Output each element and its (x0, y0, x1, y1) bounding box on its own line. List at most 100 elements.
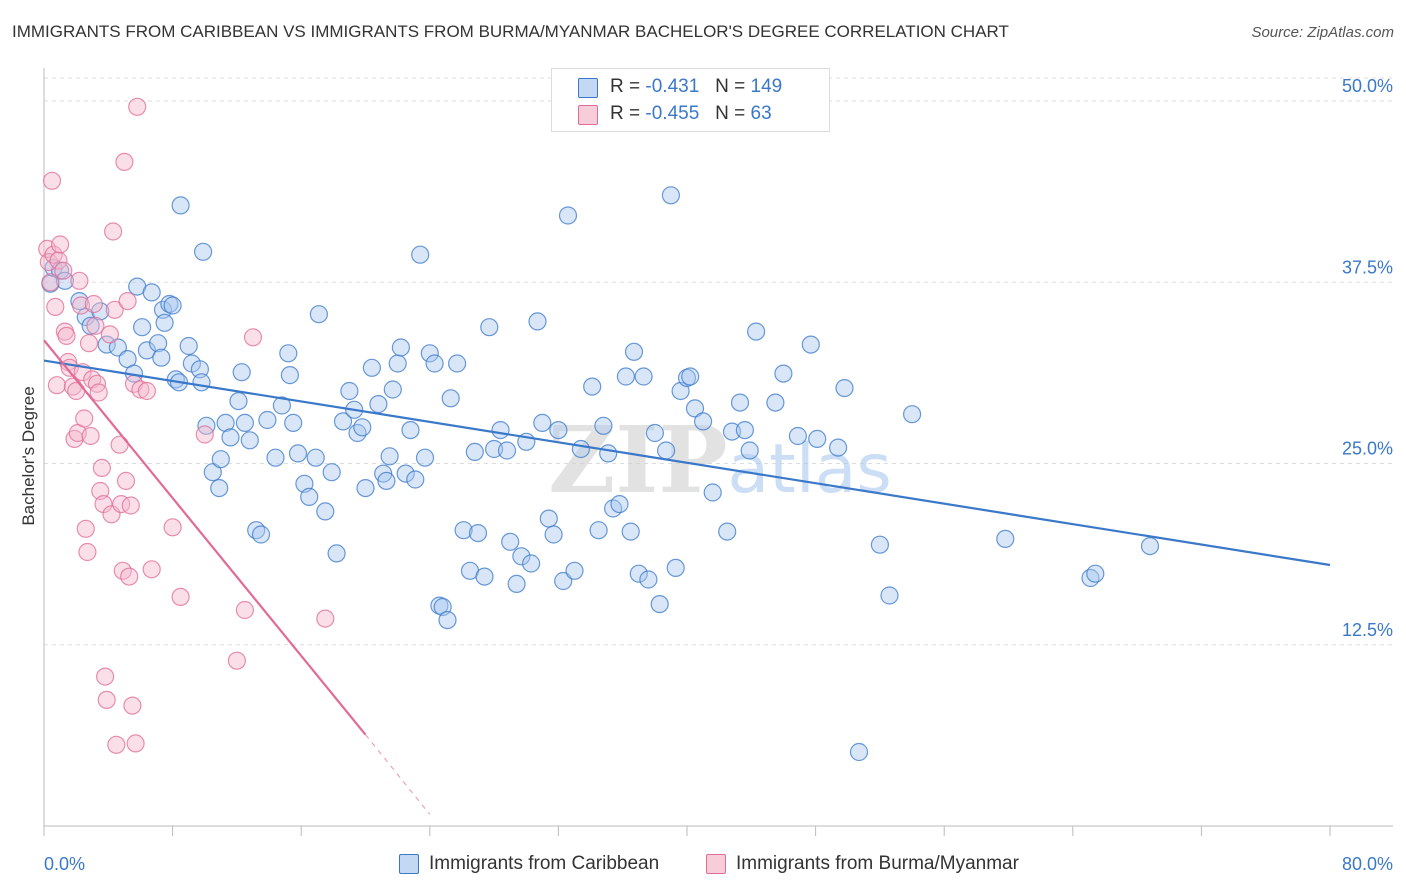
y-tick-label: 25.0% (1342, 439, 1393, 459)
x-tick-label-max: 80.0% (1342, 854, 1393, 874)
caribbean-point (356, 479, 375, 498)
burma-trend-line (43, 339, 367, 736)
caribbean-point (396, 464, 415, 483)
burma-point (41, 273, 60, 292)
burma-point (142, 560, 161, 579)
caribbean-point (465, 442, 484, 461)
burma-point (57, 326, 76, 345)
caribbean-point (97, 335, 116, 354)
caribbean-point (279, 344, 298, 363)
burma-point (70, 271, 89, 290)
legend-n-label: N = (715, 103, 746, 124)
caribbean-point (362, 358, 381, 377)
caribbean-point (583, 377, 602, 396)
caribbean-point (411, 245, 430, 264)
caribbean-point (671, 381, 690, 401)
burma-point (107, 735, 126, 754)
burma-point (42, 171, 62, 190)
caribbean-point (327, 544, 346, 563)
caribbean-point (808, 429, 827, 448)
burma-point (118, 292, 137, 311)
caribbean-point (497, 441, 517, 460)
burma-point (44, 245, 63, 264)
burma-point (137, 381, 156, 401)
burma-point (75, 409, 94, 428)
chart-title: IMMIGRANTS FROM CARIBBEAN VS IMMIGRANTS … (12, 22, 1009, 41)
caribbean-point (1140, 536, 1160, 556)
legend-n-value: 63 (750, 103, 772, 124)
caribbean-point (718, 522, 737, 541)
burma-point (171, 587, 190, 607)
caribbean-point (544, 525, 563, 544)
caribbean-point (703, 483, 722, 502)
caribbean-point (491, 421, 510, 440)
caribbean-point (415, 448, 435, 467)
burma-point (81, 426, 100, 446)
burma-point (131, 380, 150, 399)
legend-text-burma: R = -0.455 N = 63 (610, 103, 772, 125)
caribbean-point (475, 567, 494, 586)
burma-point (47, 376, 67, 395)
caribbean-point (788, 426, 808, 446)
y-tick-label: 37.5% (1342, 257, 1393, 277)
grid-layer (44, 77, 1394, 646)
trend-layer (43, 339, 1331, 815)
caribbean-point (152, 348, 171, 367)
caribbean-point (594, 416, 613, 435)
legend-n-value: 149 (750, 76, 783, 97)
caribbean-point (774, 364, 793, 383)
caribbean-point (610, 495, 629, 514)
caribbean-point (629, 564, 648, 583)
burma-point (121, 496, 140, 515)
caribbean-point (91, 302, 110, 321)
caribbean-point (179, 336, 198, 356)
caribbean-point (681, 367, 700, 386)
burma-point (79, 334, 99, 353)
burma-point (195, 425, 214, 444)
burma-point (46, 297, 65, 316)
bottom-legend-swatch-caribbean (399, 854, 419, 874)
caribbean-point (155, 313, 174, 332)
bottom-legend: Immigrants from Caribbean Immigrants fro… (0, 852, 1406, 878)
legend-r-value: -0.455 (645, 103, 700, 124)
caribbean-point (589, 521, 608, 540)
caribbean-point (232, 363, 251, 382)
caribbean-point (661, 186, 681, 205)
caribbean-point (468, 523, 488, 543)
burma-point (78, 542, 97, 562)
burma-point (105, 300, 124, 319)
legend-r-value: -0.431 (645, 76, 700, 97)
caribbean-point (849, 742, 869, 762)
caribbean-point (656, 441, 676, 460)
y-axis-label: Bachelor's Degree (19, 386, 38, 525)
caribbean-point (438, 610, 457, 630)
caribbean-point (300, 487, 319, 506)
bottom-legend-label-burma: Immigrants from Burma/Myanmar (736, 853, 1019, 874)
caribbean-point (565, 561, 584, 580)
caribbean-point (391, 338, 410, 357)
caribbean-point (685, 399, 705, 418)
label-layer: 12.5% 25.0% 37.5% 50.0% 0.0% 80.0% Bachelor's … (19, 76, 1393, 874)
caribbean-point (624, 342, 644, 361)
burma-point (120, 567, 139, 586)
caribbean-point (880, 586, 899, 605)
caribbean-point (621, 522, 640, 541)
caribbean-point (322, 463, 341, 482)
burma-point (126, 734, 145, 753)
watermark-zip: ZIP (548, 406, 727, 514)
caribbean-point (454, 521, 473, 540)
caribbean-point (258, 410, 277, 430)
caribbean-point (870, 535, 890, 554)
caribbean-point (210, 479, 229, 498)
caribbean-point (766, 393, 785, 412)
caribbean-point (406, 470, 425, 489)
caribbean-point (221, 428, 240, 447)
burma-point (123, 696, 142, 715)
burma-point (128, 97, 147, 116)
burma-point (50, 235, 70, 254)
burma-point (115, 152, 134, 171)
caribbean-point (163, 296, 182, 315)
caribbean-point (420, 344, 439, 363)
legend-n-label: N = (715, 76, 746, 97)
caribbean-point (280, 366, 299, 385)
